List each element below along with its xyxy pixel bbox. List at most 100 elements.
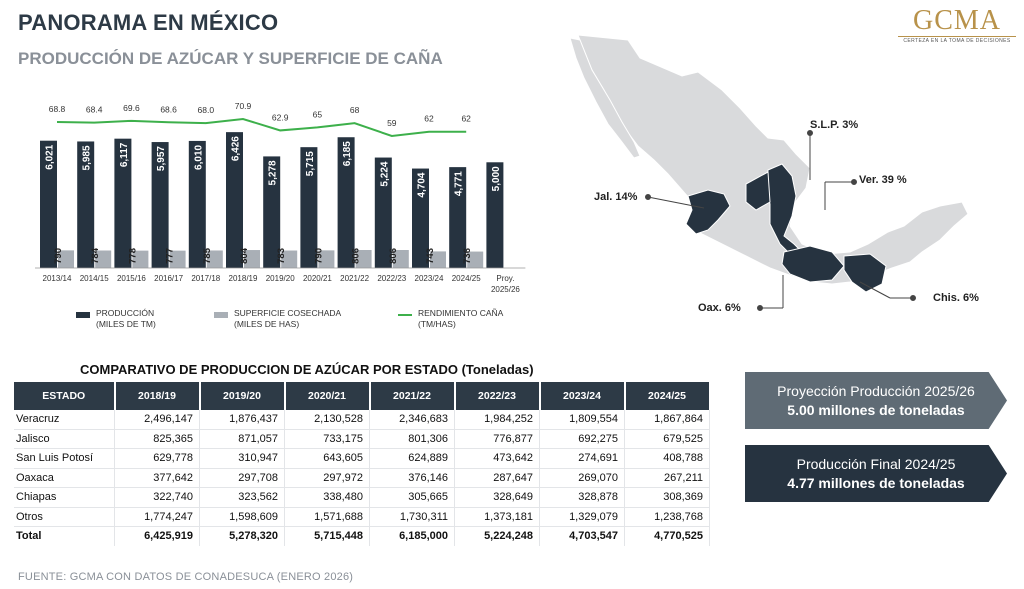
data-label-produccion: 5,985 <box>82 145 93 170</box>
table-cell-value: 5,278,320 <box>199 526 285 546</box>
legend-swatch-rendimiento <box>398 314 412 316</box>
gcma-logo: GCMA CERTEZA EN LA TOMA DE DECISIONES <box>898 6 1016 44</box>
x-tick-label: 2016/17 <box>154 274 183 283</box>
projection-banner-label: Proyección Producción 2025/26 <box>777 383 975 399</box>
table-header: 2023/24 <box>539 382 626 410</box>
table-cell-value: 2,346,683 <box>369 410 455 430</box>
x-tick-label: 2013/14 <box>43 274 72 283</box>
projection-banner-value: 5.00 millones de toneladas <box>787 402 965 418</box>
table-cell-value: 1,867,864 <box>624 410 710 430</box>
baja-california <box>570 37 641 159</box>
x-tick-label: Proy. 2025/26 <box>491 274 520 294</box>
data-label-superficie: 806 <box>388 248 399 264</box>
table-cell-value: 1,238,768 <box>624 507 710 527</box>
table-cell-value: 377,642 <box>114 468 200 488</box>
x-tick-label: 2017/18 <box>191 274 220 283</box>
bar-produccion <box>374 157 392 268</box>
table-cell-value: 287,647 <box>454 468 540 488</box>
table-cell-value: 267,211 <box>624 468 710 488</box>
table-cell-value: 629,778 <box>114 448 200 469</box>
x-tick-label: 2021/22 <box>340 274 369 283</box>
bar-produccion <box>486 162 504 268</box>
table-cell-value: 871,057 <box>199 429 285 449</box>
page-title: PANORAMA EN MÉXICO <box>18 10 279 35</box>
table-cell-value: 679,525 <box>624 429 710 449</box>
data-label-superficie: 784 <box>90 247 101 264</box>
data-label-rendimiento: 68.8 <box>49 104 66 114</box>
table-cell-value: 376,146 <box>369 468 455 488</box>
table-cell-value: 1,984,252 <box>454 410 540 430</box>
final-production-banner: Producción Final 2024/25 4.77 millones d… <box>745 445 1007 502</box>
data-label-superficie: 785 <box>202 247 213 264</box>
table-cell-value: 328,878 <box>539 487 625 508</box>
table-cell-value: 5,224,248 <box>454 526 540 546</box>
bar-superficie <box>430 251 446 268</box>
final-banner-value: 4.77 millones de toneladas <box>787 475 965 491</box>
x-tick-label: 2022/23 <box>377 274 406 283</box>
data-label-rendimiento: 62 <box>461 114 471 124</box>
table-cell-value: 733,175 <box>284 429 370 449</box>
table-cell-value: 1,571,688 <box>284 507 370 527</box>
state-production-table: ESTADO 2018/19 2019/20 2020/21 2021/22 2… <box>14 382 711 546</box>
data-label-produccion: 4,771 <box>454 171 465 196</box>
bar-superficie <box>467 251 484 268</box>
logo-tagline: CERTEZA EN LA TOMA DE DECISIONES <box>898 36 1016 44</box>
legend-rendimiento: RENDIMIENTO CAÑA (TM/HAS) <box>398 308 503 330</box>
table-cell-state: Veracruz <box>14 410 115 430</box>
table-cell-value: 408,788 <box>624 448 710 469</box>
table-cell-value: 323,562 <box>199 487 285 508</box>
legend-unit: (MILES DE TM) <box>96 319 156 329</box>
table-cell-value: 776,877 <box>454 429 540 449</box>
table-header-row: ESTADO 2018/19 2019/20 2020/21 2021/22 2… <box>14 382 711 410</box>
bar-superficie <box>318 250 335 268</box>
bar-produccion <box>188 140 206 268</box>
bar-produccion <box>300 147 318 268</box>
table-header: 2019/20 <box>199 382 286 410</box>
final-banner-label: Producción Final 2024/25 <box>796 456 956 472</box>
x-tick-label: 2019/20 <box>266 274 295 283</box>
data-label-produccion: 6,185 <box>342 141 353 166</box>
data-label-rendimiento: 68.0 <box>198 105 215 115</box>
pin-slp <box>807 130 813 136</box>
data-label-superficie: 806 <box>351 248 362 264</box>
table-cell-state: San Luis Potosí <box>14 448 115 469</box>
page-subtitle: PRODUCCIÓN DE AZÚCAR Y SUPERFICIE DE CAÑ… <box>18 49 443 68</box>
bar-produccion <box>40 140 57 268</box>
table-cell-value: 274,691 <box>539 448 625 469</box>
data-label-produccion: 6,010 <box>193 144 204 169</box>
table-cell-value: 6,185,000 <box>369 526 455 546</box>
bar-produccion <box>449 167 467 268</box>
table-cell-state: Chiapas <box>14 487 115 508</box>
mexico-map <box>570 34 969 311</box>
chiapas-region <box>843 253 887 293</box>
line-rendimiento <box>56 117 467 138</box>
table-cell-value: 801,306 <box>369 429 455 449</box>
map-label-ver: Ver. 39 % <box>859 174 907 186</box>
bar-superficie <box>206 250 223 268</box>
data-label-produccion: 5,224 <box>379 161 390 186</box>
table-cell-value: 328,649 <box>454 487 540 508</box>
bar-superficie <box>355 250 372 268</box>
data-label-produccion: 5,957 <box>156 146 167 171</box>
data-label-superficie: 743 <box>425 248 436 264</box>
table-header: ESTADO <box>14 382 116 410</box>
table-cell-value: 322,740 <box>114 487 200 508</box>
map-label-oax: Oax. 6% <box>698 302 741 314</box>
x-tick-label: 2015/16 <box>117 274 146 283</box>
pin-jal <box>645 194 651 200</box>
x-tick-label: 2018/19 <box>229 274 258 283</box>
table-total-row: Total 6,425,919 5,278,320 5,715,448 6,185,00… <box>14 526 710 546</box>
x-tick-label: 2014/15 <box>80 274 109 283</box>
table-header: 2024/25 <box>624 382 711 410</box>
table-cell-value: 305,665 <box>369 487 455 508</box>
table-row: Chiapas 322,740 323,562 338,480 305,665 328,6… <box>14 487 710 508</box>
table-header: 2020/21 <box>284 382 371 410</box>
table-cell-value: 2,496,147 <box>114 410 200 430</box>
bar-superficie <box>95 250 112 268</box>
table-cell-value: 692,275 <box>539 429 625 449</box>
data-label-superficie: 804 <box>239 247 250 264</box>
table-cell-value: 1,598,609 <box>199 507 285 527</box>
x-tick-label: 2020/21 <box>303 274 332 283</box>
table-cell-value: 2,130,528 <box>284 410 370 430</box>
table-cell-value: 643,605 <box>284 448 370 469</box>
